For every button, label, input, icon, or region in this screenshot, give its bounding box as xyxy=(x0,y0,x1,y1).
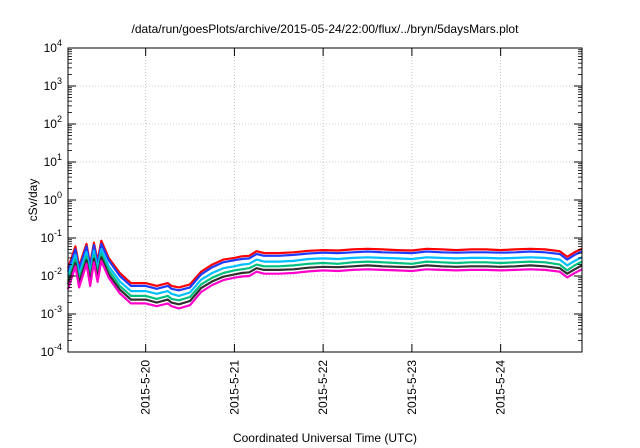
y-tick-label: 100 xyxy=(44,190,62,207)
y-axis-label: cSv/day xyxy=(26,179,40,222)
x-tick-label: 2015-5-22 xyxy=(316,360,330,415)
grid xyxy=(68,47,582,353)
y-tick-label: 104 xyxy=(44,38,62,55)
y-tick-label: 10-1 xyxy=(41,228,62,245)
series-line-4 xyxy=(66,252,583,302)
y-tick-label: 10-3 xyxy=(41,304,62,321)
plot-series xyxy=(66,239,583,310)
series-line-3 xyxy=(66,248,583,297)
series-line-5 xyxy=(66,256,583,306)
y-tick-label: 103 xyxy=(44,76,62,93)
x-tick-label: 2015-5-21 xyxy=(227,360,241,415)
series-line-2 xyxy=(66,242,583,292)
x-tick-label: 2015-5-23 xyxy=(405,360,419,415)
chart-title: /data/run/goesPlots/archive/2015-05-24/2… xyxy=(132,22,520,36)
x-axis: 2015-5-20 2015-5-21 2015-5-22 2015-5-23 2015… xyxy=(139,48,508,415)
series-line-6 xyxy=(66,259,583,310)
y-tick-label: 10-4 xyxy=(41,342,62,359)
x-tick-label: 2015-5-20 xyxy=(139,360,153,415)
plot-frame xyxy=(67,47,583,353)
y-axis: 10-4 10-3 10-2 10-1 100 101 102 103 104 xyxy=(41,38,582,359)
y-tick-label: 101 xyxy=(44,152,62,169)
x-tick-label: 2015-5-24 xyxy=(494,360,508,415)
x-axis-label: Coordinated Universal Time (UTC) xyxy=(233,431,417,445)
y-tick-label: 10-2 xyxy=(41,266,62,283)
y-tick-label: 102 xyxy=(44,114,62,131)
